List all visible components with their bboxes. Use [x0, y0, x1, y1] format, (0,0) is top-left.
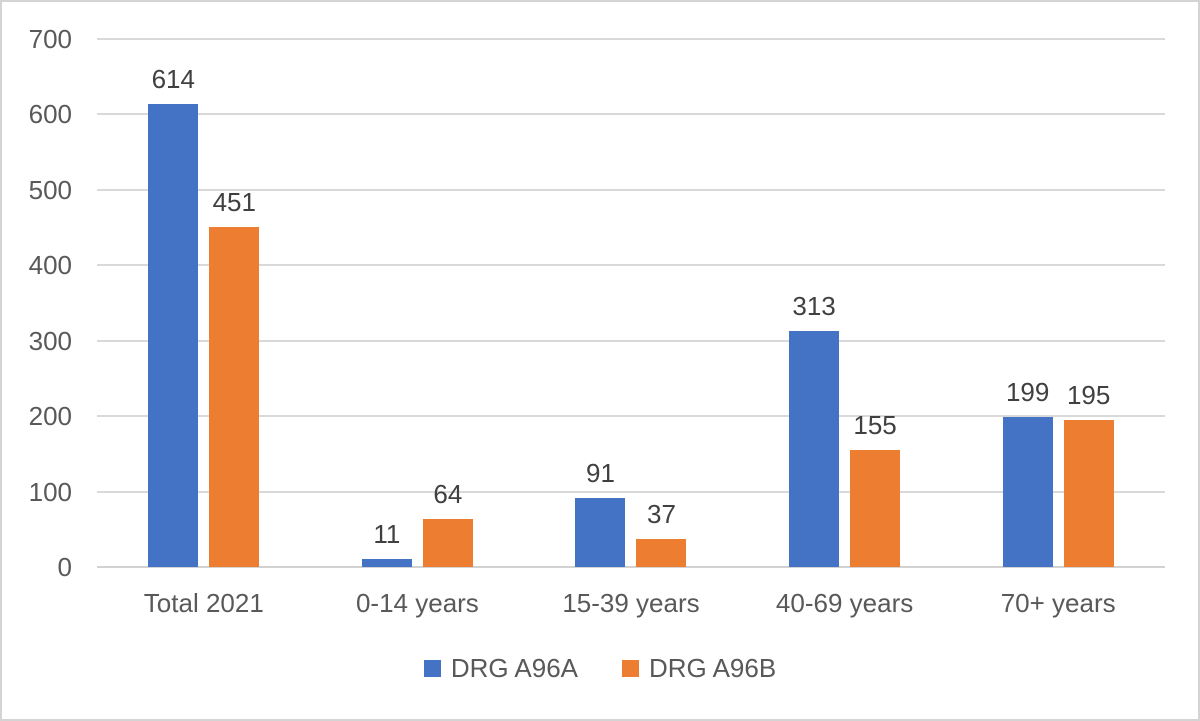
y-tick-label-400: 400	[28, 250, 72, 281]
bar-group-40-69-years: 313 155	[738, 39, 952, 567]
bar-value-label: 11	[373, 518, 401, 549]
legend-item-drg-a96b: DRG A96B	[622, 653, 776, 684]
legend: DRG A96A DRG A96B	[2, 653, 1198, 684]
bar-value-label: 91	[586, 458, 615, 489]
bar-value-label: 155	[853, 410, 897, 441]
plot-area: 614 451 11 64 91 37 313 155 199 195	[97, 38, 1165, 568]
legend-swatch-icon	[622, 660, 639, 677]
bar-drg-a96a-0-14-years: 11	[361, 519, 412, 567]
bar-drg-a96b-40-69-years: 155	[850, 410, 901, 567]
y-tick-label-200: 200	[28, 401, 72, 432]
bar-group-15-39-years: 91 37	[524, 39, 738, 567]
bar-group-total-2021: 614 451	[97, 39, 311, 567]
y-tick-label-600: 600	[28, 99, 72, 130]
gridline-200	[97, 415, 1165, 418]
y-tick-label-100: 100	[28, 476, 72, 507]
y-axis-labels: 0 100 200 300 400 500 600 700	[2, 2, 72, 719]
y-tick-label-500: 500	[28, 174, 72, 205]
bar-drg-a96a-40-69-years: 313	[789, 291, 840, 567]
gridline-400	[97, 264, 1165, 267]
gridline-600	[97, 113, 1165, 116]
bar-value-label: 313	[792, 291, 836, 322]
bar-drg-a96b-total-2021: 451	[209, 187, 260, 567]
bar-drg-a96a-total-2021: 614	[148, 64, 199, 567]
y-tick-label-300: 300	[28, 325, 72, 356]
bar-value-label: 64	[433, 478, 463, 509]
bar-drg-a96a-70-years: 199	[1002, 377, 1053, 567]
gridline-300	[97, 339, 1165, 342]
bar-value-label: 195	[1066, 380, 1111, 411]
y-tick-label-700: 700	[28, 24, 72, 54]
x-category-label-70-years: 70+ years	[1000, 588, 1116, 618]
legend-label: DRG A96B	[649, 653, 777, 683]
bar-value-label: 199	[1005, 377, 1050, 408]
legend-item-drg-a96a: DRG A96A	[423, 653, 578, 684]
x-axis-line	[97, 566, 1165, 568]
bar-drg-a96b-0-14-years: 64	[422, 479, 473, 567]
legend-label: DRG A96A	[450, 653, 578, 683]
x-category-label-40-69-years: 40-69 years	[775, 588, 914, 618]
bar-value-label: 614	[151, 63, 195, 94]
bar-value-label: 451	[212, 186, 256, 217]
legend-swatch-icon	[423, 660, 441, 677]
bar-value-label: 37	[647, 499, 676, 530]
x-axis-labels: Total 2021 0-14 years 15-39 years 40-69 yea…	[97, 588, 1165, 619]
bar-groups: 614 451 11 64 91 37 313 155 199 195	[97, 39, 1165, 567]
y-tick-label-0: 0	[57, 552, 72, 582]
bar-group-70-years: 199 195	[951, 39, 1165, 567]
x-category-label-15-39-years: 15-39 years	[562, 588, 700, 618]
x-category-label-0-14-years: 0-14 years	[355, 588, 479, 618]
gridline-700	[97, 38, 1165, 40]
gridline-500	[97, 188, 1165, 191]
x-category-label-total-2021: Total 2021	[143, 588, 264, 618]
bar-group-0-14-years: 11 64	[311, 39, 525, 567]
bar-drg-a96a-15-39-years: 91	[575, 459, 626, 567]
bar-drg-a96b-70-years: 195	[1063, 380, 1114, 567]
bar-drg-a96b-15-39-years: 37	[636, 499, 687, 567]
gridline-100	[97, 490, 1165, 493]
